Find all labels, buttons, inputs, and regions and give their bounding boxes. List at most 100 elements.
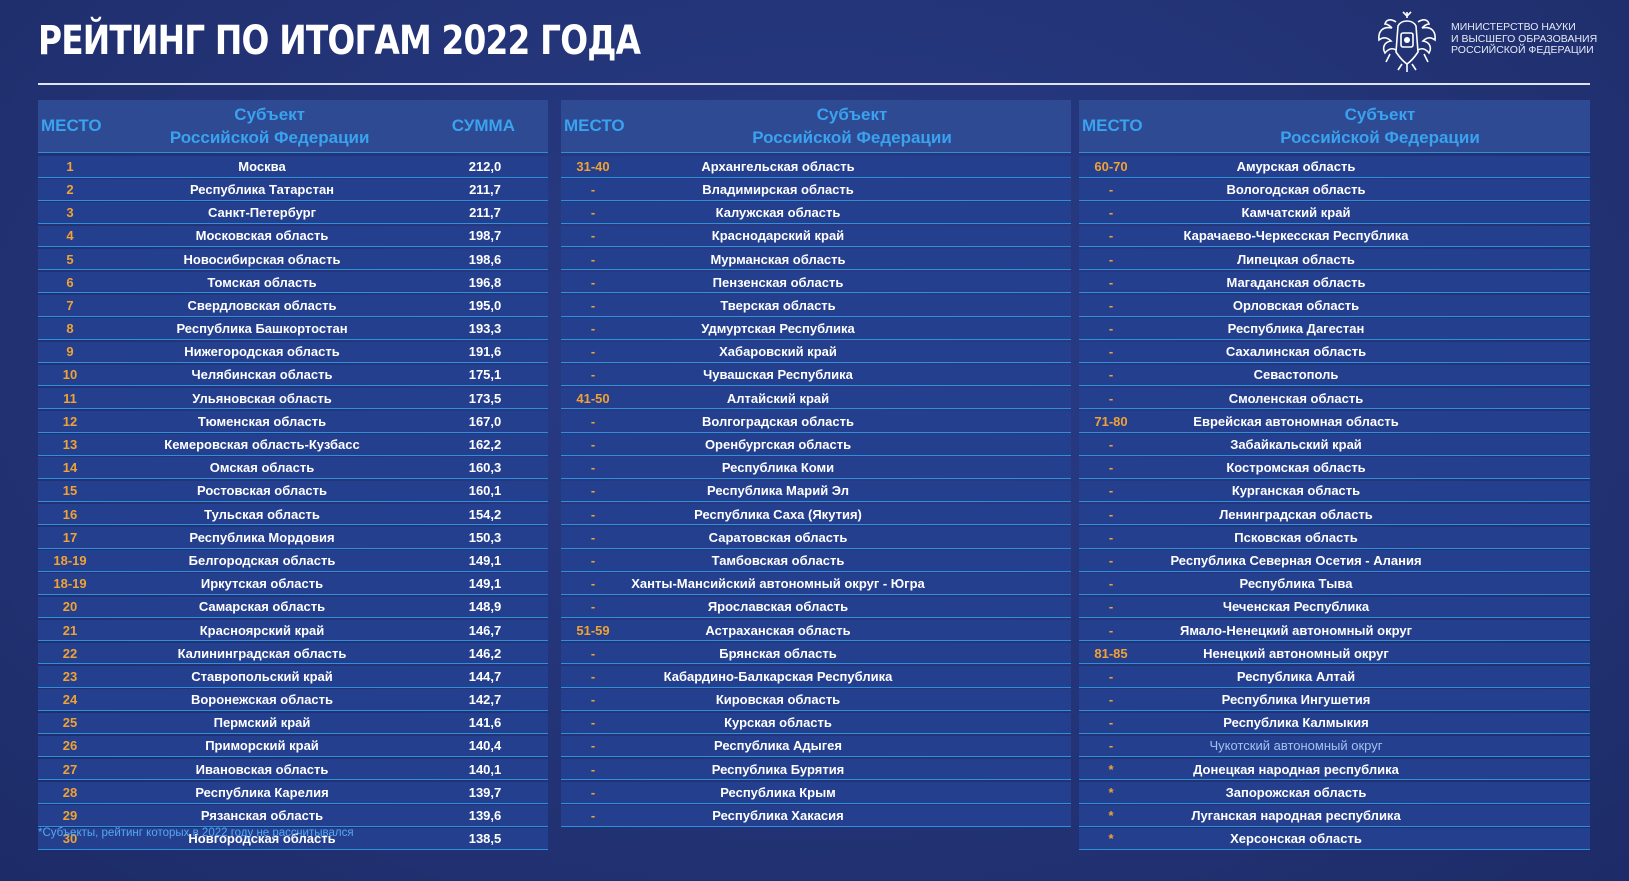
table-row: - Псковская область xyxy=(1079,527,1590,549)
place-cell: - xyxy=(1108,622,1114,638)
rating-table-1: МЕСТО Субъект Российской Федерации СУММА… xyxy=(38,100,548,850)
subject-cell: Тверская область xyxy=(720,297,836,313)
place-cell: 3 xyxy=(66,205,74,221)
subject-cell: Республика Алтай xyxy=(1236,668,1356,684)
place-cell: - xyxy=(1108,460,1114,476)
subject-cell: Челябинская область xyxy=(191,367,333,383)
subject-cell: Чукотский автономный округ xyxy=(1209,738,1383,754)
table-row: 3 Санкт-Петербург 211,7 xyxy=(38,202,548,224)
subject-cell: Костромская область xyxy=(1226,460,1366,476)
place-cell: - xyxy=(590,645,596,661)
place-cell: - xyxy=(1108,738,1114,754)
table-row: - Оренбургская область xyxy=(561,434,1071,456)
ministry-line: МИНИСТЕРСТВО НАУКИ xyxy=(1451,21,1576,33)
place-cell: 51-59 xyxy=(576,622,610,638)
place-cell: 12 xyxy=(62,413,78,429)
table-row: 21 Красноярский край 146,7 xyxy=(38,619,548,642)
subject-cell: Краснодарский край xyxy=(711,228,845,244)
sum-cell: 139,7 xyxy=(468,784,502,800)
place-cell: 60-70 xyxy=(1094,158,1128,174)
table-row: 30 Новгородская область 138,5 xyxy=(38,828,548,850)
place-cell: 26 xyxy=(62,738,78,754)
place-cell: - xyxy=(1108,437,1114,452)
table-row: 31-40 Архангельская область xyxy=(561,156,1071,178)
table-row: 27 Ивановская область 140,1 xyxy=(38,758,548,781)
subject-cell: Курская область xyxy=(724,715,832,731)
place-cell: - xyxy=(1108,181,1114,197)
table-row: * Херсонская область xyxy=(1079,828,1590,850)
subject-cell: Ханты-Мансийский автономный округ - Югра xyxy=(631,576,925,592)
table-row: - Мурманская область xyxy=(561,248,1071,271)
table-row: 16 Тульская область 154,2 xyxy=(38,503,548,526)
place-cell: - xyxy=(1108,344,1114,360)
table-row: - Республика Дагестан xyxy=(1079,318,1590,340)
place-cell: 17 xyxy=(62,529,78,545)
place-cell: - xyxy=(1108,483,1114,499)
subject-header-line1: Субъект xyxy=(816,105,888,124)
subject-cell: Республика Саха (Якутия) xyxy=(694,506,862,522)
place-cell: 7 xyxy=(66,297,74,313)
subject-cell: Орловская область xyxy=(1232,297,1360,313)
subject-cell: Республика Марий Эл xyxy=(707,483,849,499)
place-cell: - xyxy=(1108,599,1114,615)
subject-cell: Ямало-Ненецкий автономный округ xyxy=(1179,622,1412,638)
table-row: 8 Республика Башкортостан 193,3 xyxy=(38,318,548,340)
subject-cell: Иркутская область xyxy=(200,576,324,592)
subject-cell: Курганская область xyxy=(1231,483,1361,499)
subject-cell: Вологодская область xyxy=(1226,181,1366,197)
ministry-name: МИНИСТЕРСТВО НАУКИ И ВЫСШЕГО ОБРАЗОВАНИЯ… xyxy=(1451,21,1626,57)
place-cell: - xyxy=(1108,274,1114,290)
sum-cell: 141,6 xyxy=(468,715,502,731)
sum-cell: 193,3 xyxy=(468,321,502,337)
place-cell: 29 xyxy=(62,808,78,823)
table-row: 11 Ульяновская область 173,5 xyxy=(38,387,548,410)
subject-cell: Белгородская область xyxy=(188,552,336,568)
place-cell: - xyxy=(1108,228,1114,244)
table-row: 25 Пермский край 141,6 xyxy=(38,712,548,734)
table-row: 13 Кемеровская область-Кузбасс 162,2 xyxy=(38,434,548,456)
place-cell: - xyxy=(590,808,596,823)
subject-cell: Чеченская Республика xyxy=(1222,599,1370,615)
table-row: 18-19 Белгородская область 149,1 xyxy=(38,550,548,572)
subject-cell: Ульяновская область xyxy=(192,390,332,406)
subject-cell: Севастополь xyxy=(1253,367,1339,383)
place-cell: - xyxy=(590,738,596,754)
place-cell: - xyxy=(590,437,596,452)
table-row: - Республика Тыва xyxy=(1079,573,1590,595)
subject-cell: Пермский край xyxy=(213,715,311,731)
sum-cell: 146,2 xyxy=(468,645,502,661)
place-cell: 9 xyxy=(66,344,74,360)
place-cell: - xyxy=(590,715,596,731)
subject-cell: Калининградская область xyxy=(177,645,347,661)
sum-cell: 142,7 xyxy=(468,692,502,708)
subject-cell: Удмуртская Республика xyxy=(701,321,855,337)
sum-cell: 198,6 xyxy=(468,251,502,267)
subject-cell: Московская область xyxy=(195,228,329,244)
place-cell: * xyxy=(1108,784,1114,800)
subject-cell: Республика Тыва xyxy=(1239,576,1353,592)
place-cell: 31-40 xyxy=(576,158,610,174)
sum-cell: 149,1 xyxy=(468,576,502,592)
table-row: - Чувашская Республика xyxy=(561,364,1071,387)
table-row: - Республика Северная Осетия - Алания xyxy=(1079,550,1590,572)
place-cell: 6 xyxy=(66,274,74,290)
table-row: 23 Ставропольский край 144,7 xyxy=(38,666,548,688)
subject-cell: Донецкая народная республика xyxy=(1193,761,1399,777)
subject-cell: Республика Коми xyxy=(721,460,835,476)
table-row: - Республика Адыгея xyxy=(561,735,1071,758)
place-cell: - xyxy=(590,181,596,197)
place-cell: - xyxy=(590,367,596,383)
subject-cell: Саратовская область xyxy=(708,529,848,545)
table-row: - Брянская область xyxy=(561,642,1071,665)
subject-cell: Омская область xyxy=(209,460,315,476)
table-row: - Республика Хакасия xyxy=(561,805,1071,827)
subject-cell: Ненецкий автономный округ xyxy=(1203,645,1389,661)
place-cell: - xyxy=(1108,529,1114,545)
place-cell: - xyxy=(1108,205,1114,221)
table-row: * Луганская народная республика xyxy=(1079,805,1590,827)
rating-table-3: МЕСТО Субъект Российской Федерации 60-70… xyxy=(1079,100,1590,850)
place-cell: - xyxy=(1108,552,1114,568)
place-cell: 23 xyxy=(62,668,78,684)
rating-table-2: МЕСТО Субъект Российской Федерации 31-40… xyxy=(561,100,1071,827)
table-row: - Волгоградская область xyxy=(561,411,1071,433)
